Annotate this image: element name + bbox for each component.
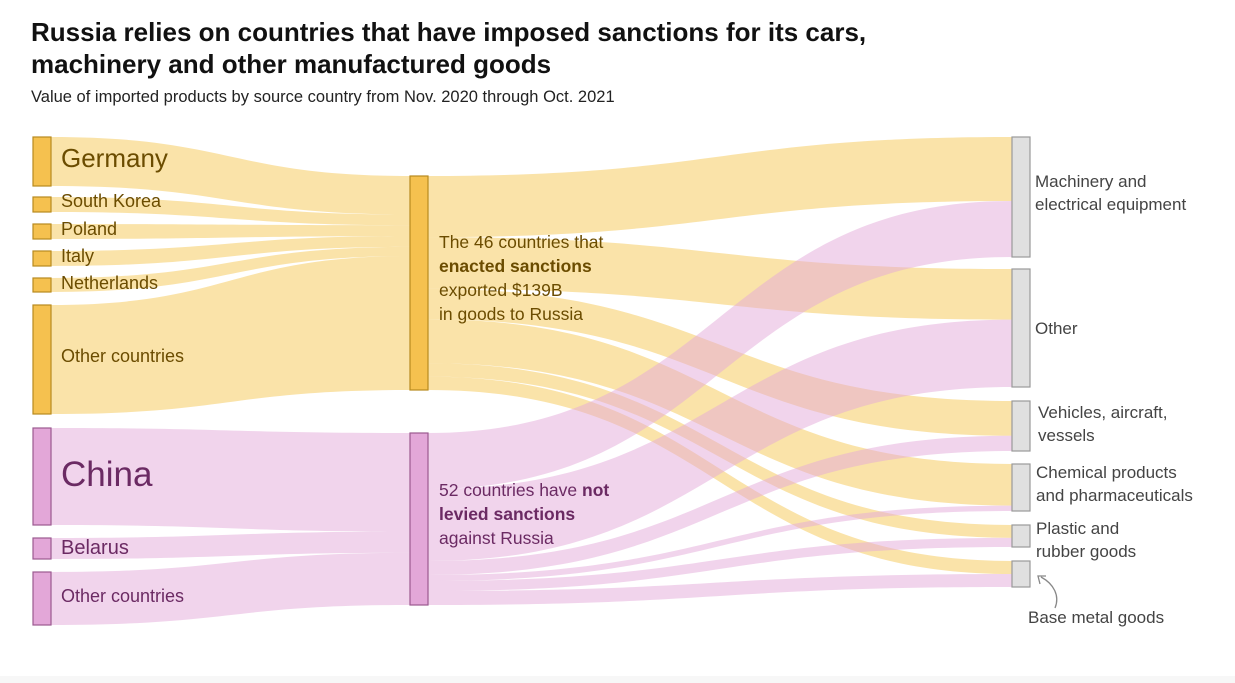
link-south_korea [51, 197, 410, 226]
link-no_sanctions-machinery [428, 201, 1012, 489]
dest-label-other: Other [1035, 317, 1235, 340]
dest-label-base-metal: Base metal goods [1028, 606, 1228, 629]
source-label-germany: Germany [61, 143, 168, 173]
group-sanctions-line-3: exported $139B [439, 280, 563, 300]
dest-vehicles-line-2: vessels [1038, 426, 1095, 445]
node-belarus [32, 537, 52, 560]
link-no_sanctions-other [428, 319, 1012, 561]
node-italy [32, 250, 52, 267]
dest-other-line-1: Other [1035, 319, 1078, 338]
link-no_sanctions-base_metal [428, 574, 1012, 605]
node-south_korea [32, 196, 52, 213]
link-no_sanctions-chemical [428, 505, 1012, 581]
group-no-sanctions-line-3: against Russia [439, 528, 554, 548]
dest-label-chemical: Chemical products and pharmaceuticals [1036, 461, 1235, 507]
group-no-sanctions-bold-1: not [582, 480, 610, 500]
dest-label-plastic: Plastic and rubber goods [1036, 517, 1235, 563]
group-no-sanctions-bold-2: levied sanctions [439, 504, 576, 524]
group-sanctions-bold: enacted sanctions [439, 256, 592, 276]
chart-subtitle: Value of imported products by source cou… [31, 88, 615, 106]
group-sanctions-line-1: The 46 countries that [439, 232, 604, 252]
node-other_sanctions [32, 304, 52, 415]
node-no-sanctions-group [409, 432, 429, 606]
footer-strip [0, 676, 1235, 683]
dest-chemical-line-2: and pharmaceuticals [1036, 486, 1193, 505]
dest-plastic-line-1: Plastic and [1036, 519, 1120, 538]
flow-links [51, 137, 1012, 625]
source-label-other-no-sanctions: Other countries [61, 586, 185, 606]
dest-label-vehicles: Vehicles, aircraft, vessels [1038, 401, 1235, 447]
dest-chemical-line-1: Chemical products [1036, 463, 1177, 482]
group-sanctions-line-4: in goods to Russia [439, 304, 583, 324]
source-label-poland: Poland [61, 219, 118, 239]
link-other_no_sanctions [51, 552, 410, 625]
flow-nodes [32, 136, 1031, 626]
source-label-south-korea: South Korea [61, 191, 162, 211]
arrow-head-icon [1037, 575, 1046, 585]
link-poland [51, 224, 410, 239]
node-base_metal [1011, 560, 1031, 588]
group-label-sanctions: The 46 countries that enacted sanctions … [439, 230, 603, 326]
node-vehicles [1011, 400, 1031, 452]
dest-vehicles-line-1: Vehicles, aircraft, [1038, 403, 1168, 422]
group-label-no-sanctions: 52 countries have not levied sanctions a… [439, 478, 609, 550]
node-machinery [1011, 136, 1031, 258]
dest-machinery-line-2: electrical equipment [1035, 195, 1187, 214]
link-belarus [51, 531, 410, 559]
source-label-china: China [61, 455, 153, 494]
chart-title: Russia relies on countries that have imp… [31, 17, 867, 79]
source-label-other-sanctions: Other countries [61, 346, 185, 366]
node-poland [32, 223, 52, 240]
link-sanctions-machinery [428, 137, 1012, 238]
node-other [1011, 268, 1031, 388]
source-label-netherlands: Netherlands [61, 273, 159, 293]
node-sanctions-group [409, 175, 429, 391]
dest-base-metal-line-1: Base metal goods [1028, 608, 1165, 627]
dest-label-machinery: Machinery and electrical equipment [1035, 170, 1235, 216]
source-label-belarus: Belarus [61, 537, 129, 559]
dest-plastic-line-2: rubber goods [1036, 542, 1137, 561]
source-label-italy: Italy [61, 246, 95, 266]
base-metal-arrow-icon [1040, 576, 1058, 609]
dest-machinery-line-1: Machinery and [1035, 172, 1147, 191]
link-other_sanctions [51, 256, 410, 414]
link-sanctions-other [428, 237, 1012, 320]
node-chemical [1011, 463, 1031, 512]
link-netherlands [51, 246, 410, 292]
link-italy [51, 236, 410, 266]
node-plastic [1011, 524, 1031, 548]
group-no-sanctions-line-1: 52 countries have [439, 480, 578, 500]
node-germany [32, 136, 52, 187]
link-no_sanctions-plastic [428, 537, 1012, 591]
link-germany [51, 137, 410, 215]
node-other_no_sanctions [32, 571, 52, 626]
link-no_sanctions-vehicles [428, 435, 1012, 575]
link-china [51, 428, 410, 532]
node-netherlands [32, 277, 52, 293]
node-china [32, 427, 52, 526]
link-sanctions-base_metal [428, 376, 1012, 574]
